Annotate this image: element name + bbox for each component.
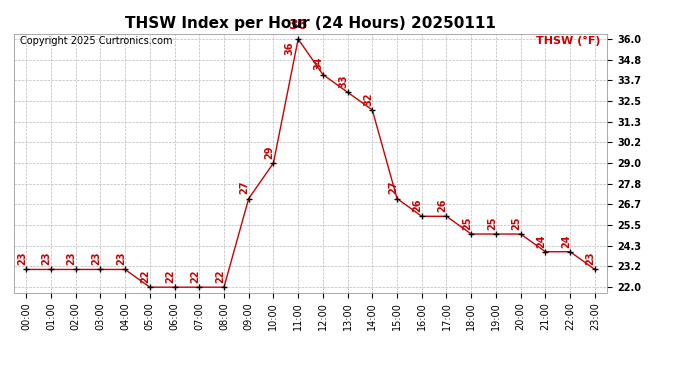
Text: 34: 34 (314, 57, 324, 70)
Text: Copyright 2025 Curtronics.com: Copyright 2025 Curtronics.com (20, 36, 172, 46)
Text: 23: 23 (41, 252, 52, 265)
Text: 23: 23 (586, 252, 595, 265)
Text: 29: 29 (264, 146, 274, 159)
Text: 24: 24 (536, 234, 546, 248)
Text: 22: 22 (166, 270, 175, 283)
Text: 22: 22 (141, 270, 150, 283)
Text: 22: 22 (215, 270, 225, 283)
Text: 33: 33 (338, 75, 348, 88)
Title: THSW Index per Hour (24 Hours) 20250111: THSW Index per Hour (24 Hours) 20250111 (125, 16, 496, 31)
Text: 36: 36 (284, 42, 294, 56)
Text: 27: 27 (388, 181, 398, 194)
Text: 23: 23 (17, 252, 27, 265)
Text: 23: 23 (91, 252, 101, 265)
Text: 24: 24 (561, 234, 571, 248)
Text: 25: 25 (511, 216, 522, 230)
Text: 26: 26 (413, 199, 422, 212)
Text: 23: 23 (66, 252, 77, 265)
Text: 36: 36 (288, 18, 308, 32)
Text: 32: 32 (363, 92, 373, 106)
Text: 25: 25 (486, 216, 497, 230)
Text: 22: 22 (190, 270, 200, 283)
Text: 25: 25 (462, 216, 472, 230)
Text: 27: 27 (239, 181, 250, 194)
Text: THSW (°F): THSW (°F) (536, 36, 600, 46)
Text: 23: 23 (116, 252, 126, 265)
Text: 26: 26 (437, 199, 447, 212)
